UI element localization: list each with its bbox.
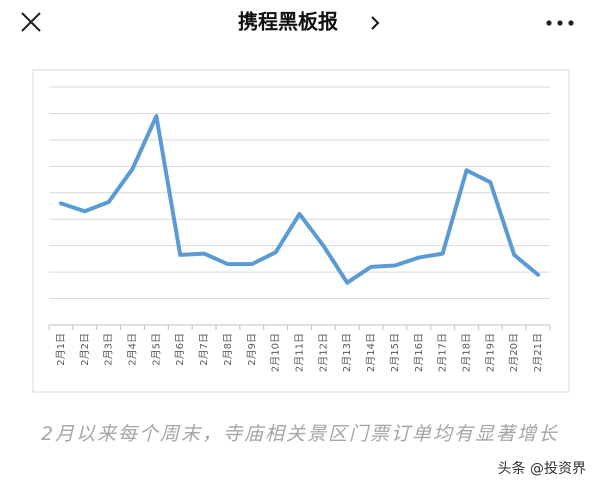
x-tick-label: 2月19日 xyxy=(484,333,496,372)
x-tick-label: 2月9日 xyxy=(246,333,258,366)
caption: 2月以来每个周末，寺庙相关景区门票订单均有显著增长 xyxy=(40,423,560,445)
x-tick-label: 2月1日 xyxy=(55,333,67,366)
header-title[interactable]: 携程黑板报 xyxy=(238,10,338,34)
x-tick-label: 2月11日 xyxy=(294,333,306,372)
x-tick-label: 2月12日 xyxy=(317,333,329,372)
line xyxy=(58,114,541,285)
x-tick-label: 2月3日 xyxy=(103,333,115,366)
x-tick-label: 2月16日 xyxy=(413,333,425,372)
x-tick-label: 2月6日 xyxy=(174,333,186,366)
more-button[interactable] xyxy=(546,20,574,26)
close-button[interactable] xyxy=(21,12,41,32)
x-tick-label: 2月14日 xyxy=(365,333,377,372)
chevron[interactable] xyxy=(371,16,380,30)
plot: 2月1日 2月2日 2月3日 2月4日 2月5日 2月6日 2月7日 2月8日 2月9日 2月10… xyxy=(48,86,551,372)
x-tick-label: 2月7日 xyxy=(198,333,210,366)
x-tick-label: 2月13日 xyxy=(341,333,353,372)
chart-frame xyxy=(32,69,570,393)
x-tick-label: 2月5日 xyxy=(150,333,162,366)
x-tick-label: 2月17日 xyxy=(437,333,449,372)
x-tick-label: 2月10日 xyxy=(270,333,282,372)
x-tick-label: 2月21日 xyxy=(532,333,544,372)
x-tick-label: 2月4日 xyxy=(127,333,139,366)
x-tick-label: 2月20日 xyxy=(508,333,520,372)
x-tick-label: 2月8日 xyxy=(222,333,234,366)
watermark: 头条 @投资界 xyxy=(497,461,586,477)
x-tick-label: 2月2日 xyxy=(79,333,91,366)
x-tick-label: 2月15日 xyxy=(389,333,401,372)
x-tick-label: 2月18日 xyxy=(461,333,473,372)
